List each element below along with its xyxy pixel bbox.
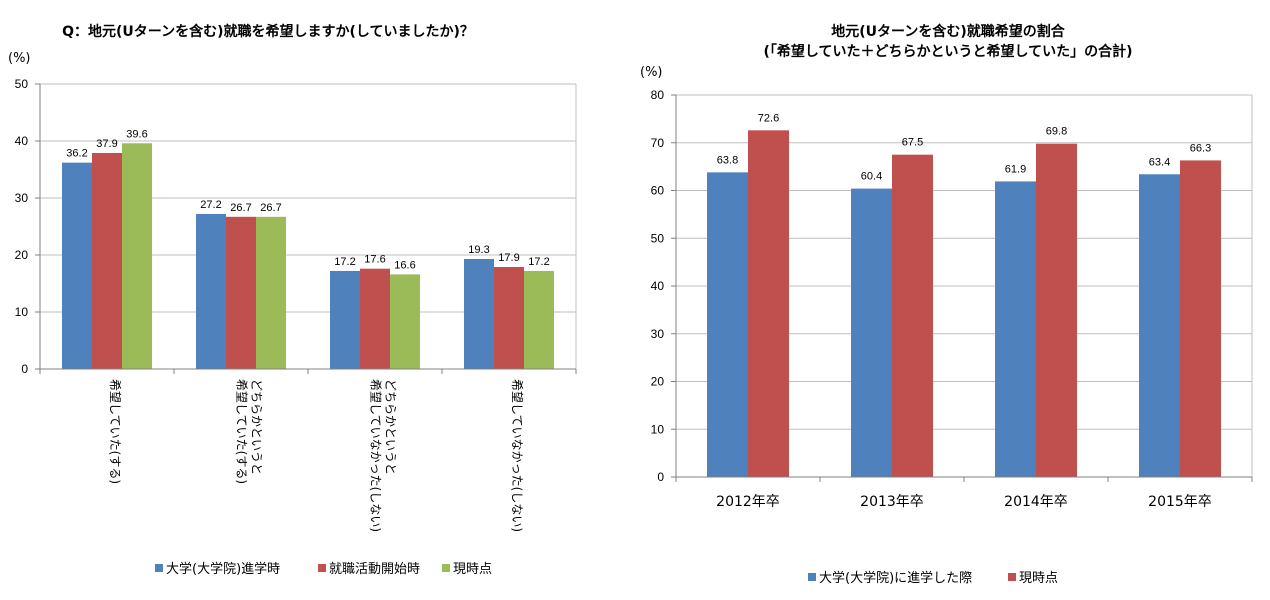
left-category-label: 希望していなかった(しない) bbox=[510, 379, 525, 532]
right-chart-subtitle: (「希望していた＋どちらかというと希望していた」の合計) bbox=[764, 43, 1133, 60]
left-bar bbox=[494, 266, 524, 369]
left-bar bbox=[256, 216, 286, 369]
right-y-tick-label: 10 bbox=[651, 422, 665, 436]
right-data-label: 60.4 bbox=[861, 171, 882, 183]
left-bar bbox=[196, 213, 226, 369]
left-legend-label: 大学(大学院)進学時 bbox=[166, 561, 280, 577]
left-data-label: 37.9 bbox=[96, 138, 117, 150]
right-legend-swatch bbox=[1008, 573, 1016, 581]
right-data-label: 69.8 bbox=[1046, 126, 1067, 138]
left-y-tick-label: 50 bbox=[15, 77, 29, 91]
left-data-label: 17.9 bbox=[498, 252, 519, 264]
left-legend-label: 現時点 bbox=[453, 562, 492, 577]
left-data-label: 16.6 bbox=[394, 259, 415, 271]
left-legend-swatch bbox=[318, 564, 326, 572]
right-category-label: 2012年卒 bbox=[716, 494, 780, 510]
left-bar bbox=[226, 216, 256, 369]
left-category-label: どちらかというと bbox=[384, 379, 398, 475]
left-bar bbox=[390, 274, 420, 369]
right-bar bbox=[1180, 160, 1221, 478]
right-legend: 大学(大学院)に進学した際 現時点 bbox=[808, 570, 1058, 586]
right-data-label: 66.3 bbox=[1190, 142, 1211, 154]
left-bar bbox=[330, 270, 360, 369]
left-bar bbox=[464, 258, 494, 369]
right-y-tick-label: 50 bbox=[651, 231, 665, 245]
left-category-labels: 希望していた(する) どちらかというと希望していた(する) どちらかというと希望して… bbox=[108, 379, 525, 532]
left-bar bbox=[92, 152, 122, 369]
left-y-tick-label: 20 bbox=[15, 248, 29, 262]
right-data-label: 63.8 bbox=[717, 154, 738, 166]
right-data-labels: 63.8 72.6 60.4 67.5 61.9 69.8 63.4 66.3 bbox=[717, 112, 1211, 182]
right-y-tick-label: 30 bbox=[651, 327, 665, 341]
left-chart-title: Q：地元(Uターンを含む)就職を希望しますか(していましたか)？ bbox=[62, 23, 474, 40]
left-data-label: 39.6 bbox=[126, 128, 147, 140]
right-axes: 0 10 20 30 40 50 60 70 80 bbox=[651, 88, 1253, 484]
left-chart: Q：地元(Uターンを含む)就職を希望しますか(していましたか)？ (%) 36.… bbox=[8, 23, 577, 577]
left-data-label: 27.2 bbox=[200, 199, 221, 211]
right-y-tick-label: 20 bbox=[651, 375, 665, 389]
left-data-label: 36.2 bbox=[66, 148, 87, 160]
right-legend-swatch bbox=[808, 573, 816, 581]
right-y-tick-label: 40 bbox=[651, 279, 665, 293]
left-category-label: 希望していた(する) bbox=[108, 379, 123, 484]
left-y-tick-label: 30 bbox=[15, 191, 29, 205]
right-y-tick-label: 60 bbox=[651, 184, 665, 198]
left-bar bbox=[524, 270, 554, 369]
right-legend-label: 現時点 bbox=[1019, 571, 1058, 586]
left-category-label: どちらかというと bbox=[250, 379, 264, 475]
right-chart: 地元(Uターンを含む)就職希望の割合 (「希望していた＋どちらかというと希望して… bbox=[640, 23, 1253, 586]
right-bar bbox=[707, 172, 748, 478]
right-y-tick-label: 80 bbox=[651, 88, 665, 102]
left-data-labels: 36.2 37.9 39.6 27.2 26.7 26.7 17.2 17.6 16.6 19.3… bbox=[66, 128, 549, 271]
right-bar bbox=[748, 130, 789, 477]
right-bar bbox=[1036, 143, 1077, 477]
left-data-label: 26.7 bbox=[260, 202, 281, 214]
right-category-label: 2015年卒 bbox=[1148, 494, 1212, 510]
right-bar bbox=[892, 154, 933, 477]
left-legend: 大学(大学院)進学時 就職活動開始時 現時点 bbox=[155, 561, 492, 577]
left-data-label: 17.6 bbox=[364, 254, 385, 266]
right-chart-title: 地元(Uターンを含む)就職希望の割合 bbox=[831, 23, 1065, 40]
right-y-unit: (%) bbox=[640, 65, 663, 80]
right-bars bbox=[707, 130, 1221, 478]
left-legend-swatch bbox=[155, 564, 163, 572]
left-bar bbox=[122, 143, 152, 369]
left-category-label: 希望していなかった(しない) bbox=[369, 379, 384, 532]
left-data-label: 19.3 bbox=[468, 244, 489, 256]
right-data-label: 63.4 bbox=[1149, 156, 1170, 168]
left-y-tick-label: 10 bbox=[15, 305, 29, 319]
left-bar bbox=[360, 268, 390, 369]
left-category-label: 希望していた(する) bbox=[235, 379, 250, 484]
right-y-tick-label: 70 bbox=[651, 136, 665, 150]
left-data-label: 17.2 bbox=[528, 256, 549, 268]
left-bars bbox=[62, 143, 554, 369]
right-data-label: 67.5 bbox=[902, 137, 923, 149]
right-y-tick-label: 0 bbox=[657, 470, 664, 484]
left-y-unit: (%) bbox=[8, 51, 31, 66]
right-legend-label: 大学(大学院)に進学した際 bbox=[819, 570, 972, 586]
right-bar bbox=[995, 181, 1036, 478]
right-bar bbox=[1139, 174, 1180, 477]
right-category-label: 2014年卒 bbox=[1004, 494, 1068, 510]
right-bar bbox=[851, 188, 892, 477]
right-data-label: 72.6 bbox=[758, 112, 779, 124]
left-y-tick-label: 40 bbox=[15, 134, 29, 148]
right-category-labels: 2012年卒 2013年卒 2014年卒 2015年卒 bbox=[716, 494, 1212, 510]
left-y-tick-label: 0 bbox=[21, 362, 28, 376]
right-category-label: 2013年卒 bbox=[860, 494, 924, 510]
left-data-label: 17.2 bbox=[334, 256, 355, 268]
left-bar bbox=[62, 162, 92, 369]
left-legend-swatch bbox=[442, 564, 450, 572]
left-axes: 0 10 20 30 40 50 bbox=[15, 77, 577, 376]
left-data-label: 26.7 bbox=[230, 202, 251, 214]
left-legend-label: 就職活動開始時 bbox=[329, 562, 420, 577]
right-data-label: 61.9 bbox=[1005, 163, 1026, 175]
